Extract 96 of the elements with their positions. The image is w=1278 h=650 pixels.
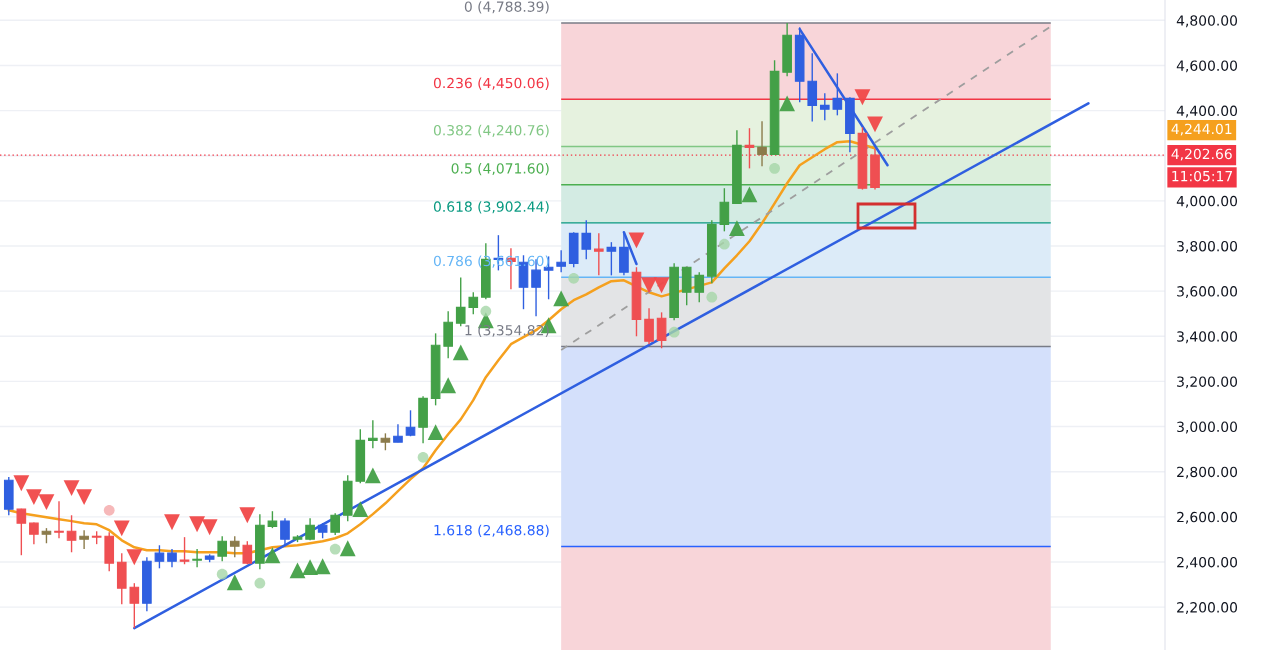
candlestick: [656, 311, 667, 349]
point: [352, 501, 369, 518]
point: [216, 568, 228, 580]
point: [302, 559, 318, 576]
point: [628, 232, 645, 249]
point: [25, 489, 42, 506]
y-tick-label: 3,800.00: [1177, 240, 1238, 253]
ref-line-label: 0.618 (3,902.44): [433, 201, 549, 214]
candlestick: [16, 508, 27, 556]
candlestick: [719, 187, 730, 233]
point: [63, 480, 80, 497]
candlestick: [468, 291, 479, 315]
point: [113, 520, 130, 537]
y-tick-label: 4,400.00: [1176, 105, 1238, 118]
point: [289, 562, 306, 579]
ref-line-label: 0 (4,788.39): [464, 1, 549, 14]
point: [126, 549, 143, 566]
y-tick-label: 3,200.00: [1177, 376, 1238, 389]
point: [440, 377, 457, 394]
candlestick: [179, 536, 190, 565]
point: [76, 489, 93, 506]
candlestick: [368, 419, 378, 449]
point: [427, 424, 444, 441]
candlestick: [229, 535, 240, 558]
point: [201, 519, 218, 536]
point: [452, 344, 469, 361]
candlestick: [832, 72, 843, 117]
candlestick: [405, 409, 416, 437]
point: [339, 540, 356, 557]
point: [364, 467, 381, 484]
ref-line-label: 0.5 (4,071.60): [451, 162, 549, 176]
candlestick: [694, 271, 705, 303]
point: [741, 186, 758, 203]
candlestick: [280, 517, 290, 547]
point: [668, 326, 680, 338]
point: [706, 291, 718, 303]
candlestick: [129, 582, 140, 629]
text: 4,244.01: [1171, 123, 1232, 136]
y-tick-label: 4,800.00: [1176, 15, 1238, 28]
y-tick-label: 2,200.00: [1177, 602, 1238, 615]
y-tick-label: 4,000.00: [1176, 195, 1238, 208]
candlestick: [393, 423, 403, 443]
ref-line-label: 0.236 (4,450.06): [433, 77, 549, 90]
point: [728, 220, 745, 237]
point: [329, 543, 341, 555]
candlestick: [217, 535, 228, 562]
y-tick-label: 4,600.00: [1176, 60, 1238, 73]
candlestick: [606, 241, 617, 277]
point: [568, 272, 580, 284]
ref-line-label: 1.618 (2,468.88): [434, 524, 549, 538]
point: [779, 95, 796, 112]
candlestick: [581, 219, 592, 261]
candlestick: [79, 529, 89, 550]
candlestick: [66, 514, 77, 553]
point: [164, 514, 180, 531]
point: [653, 277, 670, 294]
candlestick: [819, 92, 830, 121]
ref-line-label: 0.382 (4,240.76): [433, 124, 549, 138]
point: [480, 305, 492, 317]
point: [718, 238, 730, 250]
point: [38, 494, 55, 511]
point: [264, 547, 281, 564]
text: 11:05:17: [1172, 170, 1233, 182]
candlestick: [29, 521, 39, 545]
point: [867, 116, 883, 133]
y-tick-label: 3,600.00: [1177, 286, 1238, 299]
candlestick: [593, 232, 604, 277]
point: [417, 451, 429, 463]
candlestick: [455, 276, 466, 328]
point: [239, 507, 256, 524]
candlestick: [167, 548, 177, 568]
y-tick-label: 2,800.00: [1177, 466, 1238, 479]
point: [103, 504, 115, 516]
ref-line-label: 4,202.66: [1171, 148, 1232, 161]
point: [226, 574, 243, 591]
point: [13, 475, 30, 492]
candlestick: [644, 307, 654, 345]
y-tick-label: 2,400.00: [1177, 556, 1238, 569]
point: [769, 162, 780, 174]
point: [641, 277, 657, 294]
point: [314, 558, 331, 575]
y-tick-label: 3,000.00: [1177, 421, 1238, 434]
candlestick: [556, 249, 566, 273]
point: [553, 290, 570, 307]
candlestick: [330, 512, 341, 536]
point: [854, 89, 871, 106]
candlestick: [744, 127, 755, 170]
candlestick: [192, 548, 202, 568]
point: [254, 577, 266, 589]
candlestick: [757, 120, 767, 168]
y-tick-label: 3,400.00: [1177, 331, 1238, 344]
candlestick: [443, 310, 453, 359]
candlestick: [54, 500, 64, 539]
candlestick: [154, 544, 165, 569]
point: [189, 516, 206, 533]
y-tick-label: 2,600.00: [1177, 511, 1238, 524]
